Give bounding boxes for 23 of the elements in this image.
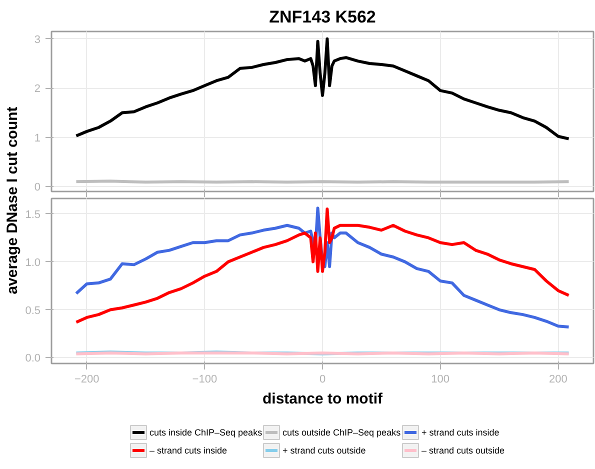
y-tick-label: 3 <box>34 34 41 46</box>
x-axis-title: distance to motif <box>262 390 384 408</box>
y-tick-label: 0.5 <box>25 304 41 317</box>
legend-label: + strand cuts inside <box>422 428 500 438</box>
line-series <box>74 37 570 140</box>
y-axis-title: average DNase I cut count <box>4 106 22 294</box>
legend-label: + strand cuts outside <box>282 446 366 456</box>
legend-label: – strand cuts outside <box>422 446 505 456</box>
x-tick-label: −100 <box>192 374 218 386</box>
x-tick-label: −200 <box>74 374 100 386</box>
x-tick-label: 100 <box>431 374 450 386</box>
y-tick-label: 0 <box>34 182 41 194</box>
chart-title: ZNF143 K562 <box>269 8 376 26</box>
legend-label: cuts inside ChIP–Seq peaks <box>150 428 263 438</box>
legend-label: cuts outside ChIP–Seq peaks <box>282 428 402 438</box>
y-tick-label: 1 <box>34 132 41 144</box>
x-tick-label: 0 <box>319 374 326 386</box>
x-tick-label: 200 <box>548 374 568 386</box>
y-tick-label: 0.0 <box>25 352 41 365</box>
legend-label: – strand cuts inside <box>150 446 228 456</box>
y-tick-label: 2 <box>34 83 41 96</box>
y-tick-label: 1.0 <box>25 256 41 269</box>
y-tick-label: 1.5 <box>25 208 41 221</box>
